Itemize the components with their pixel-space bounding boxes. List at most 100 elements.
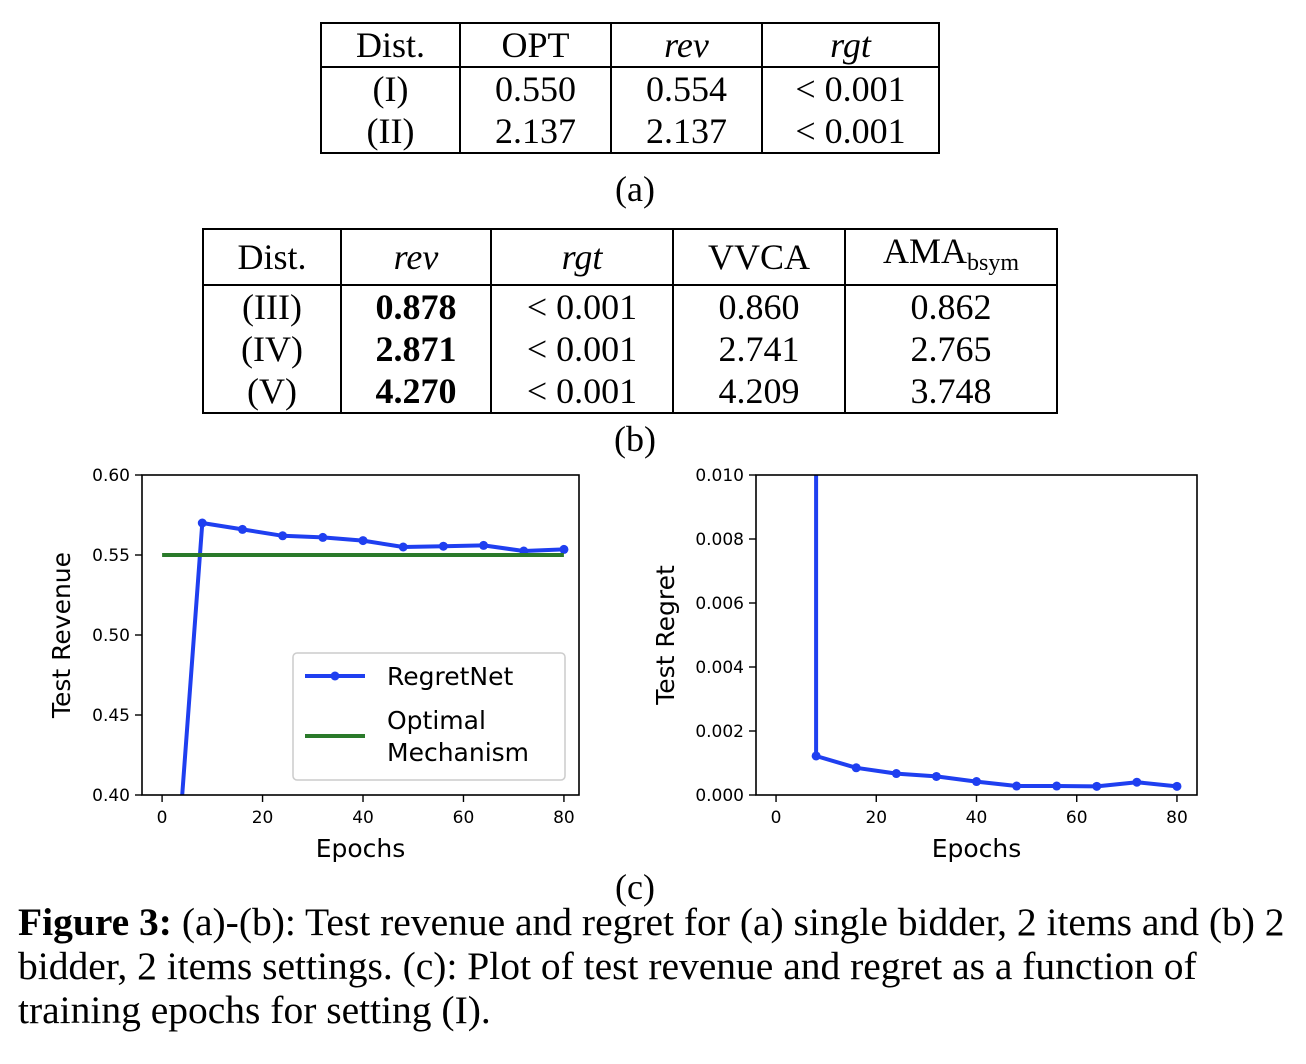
data-point bbox=[479, 540, 489, 550]
data-point bbox=[891, 769, 901, 779]
y-tick-label: 0.45 bbox=[92, 706, 130, 726]
data-point bbox=[1132, 777, 1142, 787]
legend-box bbox=[292, 652, 566, 781]
data-point bbox=[278, 531, 288, 541]
data-point bbox=[398, 542, 408, 552]
table-row: (I) 0.550 0.554 < 0.001 bbox=[321, 67, 939, 110]
data-point bbox=[811, 751, 821, 761]
legend-label-line: RegretNet bbox=[387, 662, 513, 691]
table-b-header-rgt: rgt bbox=[490, 229, 673, 286]
plot-frame bbox=[755, 474, 1198, 796]
revenue-chart: 0 20 40 60 80 0.40 0.45 0.50 0.55 0.60 Epochs Test … bbox=[47, 466, 580, 863]
table-cell: 3.748 bbox=[844, 370, 1057, 413]
table-cell: 2.741 bbox=[672, 328, 845, 370]
y-axis-label: Test Regret bbox=[651, 565, 680, 706]
table-cell: 0.862 bbox=[844, 285, 1057, 328]
table-a-header-rgt: rgt bbox=[761, 23, 939, 68]
table-cell: 0.860 bbox=[672, 285, 845, 328]
table-cell: (V) bbox=[247, 371, 297, 411]
table-a: Dist. OPT rev rgt (I) 0.550 0.554 < 0.00… bbox=[320, 22, 940, 154]
y-tick-label: 0.000 bbox=[695, 786, 744, 806]
y-tick-label: 0.40 bbox=[92, 786, 130, 806]
data-point bbox=[237, 524, 247, 534]
legend-label-1: Optimal Mechanism bbox=[387, 706, 529, 767]
x-tick-label: 0 bbox=[157, 808, 168, 828]
table-cell: < 0.001 bbox=[761, 67, 939, 110]
data-point bbox=[931, 771, 941, 781]
y-axis-label: Test Revenue bbox=[47, 552, 76, 719]
legend-label-line: Optimal bbox=[387, 706, 486, 735]
table-a-header-dist: Dist. bbox=[321, 23, 460, 68]
table-row: (II) 2.137 2.137 < 0.001 bbox=[321, 110, 939, 153]
table-cell: < 0.001 bbox=[490, 328, 673, 370]
table-cell-best: 0.878 bbox=[340, 285, 491, 328]
legend: RegretNet Optimal Mechanism bbox=[292, 652, 566, 781]
figure-caption-label: Figure 3: bbox=[18, 900, 172, 944]
table-a-header-opt: OPT bbox=[459, 23, 611, 68]
data-point bbox=[972, 777, 981, 787]
table-cell-best: 4.270 bbox=[340, 370, 491, 413]
x-tick-label: 0 bbox=[771, 808, 782, 828]
table-cell: < 0.001 bbox=[761, 110, 939, 153]
x-tick-label: 60 bbox=[1066, 808, 1088, 828]
table-cell: (I) bbox=[372, 69, 409, 109]
data-point bbox=[1092, 781, 1102, 791]
y-tick-label: 0.006 bbox=[695, 594, 744, 614]
table-cell: < 0.001 bbox=[490, 285, 673, 328]
table-cell-best: 2.871 bbox=[340, 328, 491, 370]
legend-label-0: RegretNet bbox=[387, 662, 513, 691]
table-cell: 2.137 bbox=[610, 110, 762, 153]
series-line-0 bbox=[814, 475, 1178, 789]
table-b-header-rev: rev bbox=[340, 229, 491, 286]
plot-area bbox=[162, 518, 569, 795]
table-cell: (II) bbox=[366, 111, 415, 151]
y-tick-label: 0.50 bbox=[92, 626, 130, 646]
y-tick-label: 0.002 bbox=[695, 722, 744, 742]
data-point bbox=[197, 518, 207, 528]
table-cell: 0.550 bbox=[459, 67, 611, 110]
table-row: (V) 4.270 < 0.001 4.209 3.748 bbox=[203, 370, 1057, 413]
y-tick-label: 0.010 bbox=[695, 466, 744, 486]
table-cell: (IV) bbox=[241, 329, 303, 369]
plots-caption: (c) bbox=[615, 867, 655, 907]
data-point bbox=[559, 544, 569, 554]
table-cell: 2.765 bbox=[844, 328, 1057, 370]
data-point bbox=[318, 532, 328, 542]
y-tick-label: 0.004 bbox=[695, 658, 744, 678]
table-cell: 2.137 bbox=[459, 110, 611, 153]
data-point bbox=[1012, 781, 1022, 791]
ama-subscript: bsym bbox=[967, 250, 1020, 276]
table-cell: 0.554 bbox=[610, 67, 762, 110]
y-tick-label: 0.008 bbox=[695, 530, 744, 550]
table-b-header-dist: Dist. bbox=[203, 229, 341, 286]
table-b: Dist. rev rgt VVCA AMAbsym (III) 0.878 <… bbox=[202, 228, 1058, 414]
table-a-header-row: Dist. OPT rev rgt bbox=[321, 23, 939, 68]
table-cell: 4.209 bbox=[672, 370, 845, 413]
data-point bbox=[851, 763, 861, 773]
x-tick-label: 40 bbox=[352, 808, 374, 828]
ama-label: AMA bbox=[882, 231, 967, 271]
data-point bbox=[1172, 781, 1182, 791]
x-tick-label: 80 bbox=[553, 808, 575, 828]
plot-area bbox=[811, 475, 1182, 791]
table-row: (III) 0.878 < 0.001 0.860 0.862 bbox=[203, 285, 1057, 328]
table-b-caption: (b) bbox=[614, 419, 656, 459]
x-tick-label: 40 bbox=[966, 808, 988, 828]
table-b-header-vvca: VVCA bbox=[672, 229, 845, 286]
regret-chart: 0 20 40 60 80 0.000 0.002 0.004 0.006 0.008 0.010 E… bbox=[651, 466, 1198, 863]
data-point bbox=[438, 541, 448, 551]
data-point bbox=[1052, 781, 1062, 791]
table-a-header-rev: rev bbox=[610, 23, 762, 68]
table-b-header-ama: AMAbsym bbox=[844, 229, 1057, 286]
figure-caption-text: (a)-(b): Test revenue and regret for (a)… bbox=[18, 900, 1285, 1032]
x-tick-label: 80 bbox=[1166, 808, 1188, 828]
legend-marker bbox=[330, 671, 340, 681]
figure-caption: Figure 3: (a)-(b): Test revenue and regr… bbox=[18, 900, 1288, 1032]
x-axis-label: Epochs bbox=[932, 834, 1022, 863]
table-cell: (III) bbox=[242, 287, 302, 327]
x-axis-label: Epochs bbox=[316, 834, 406, 863]
table-a-caption: (a) bbox=[615, 169, 655, 209]
x-tick-label: 20 bbox=[865, 808, 887, 828]
x-tick-label: 20 bbox=[252, 808, 274, 828]
y-tick-label: 0.55 bbox=[92, 546, 130, 566]
